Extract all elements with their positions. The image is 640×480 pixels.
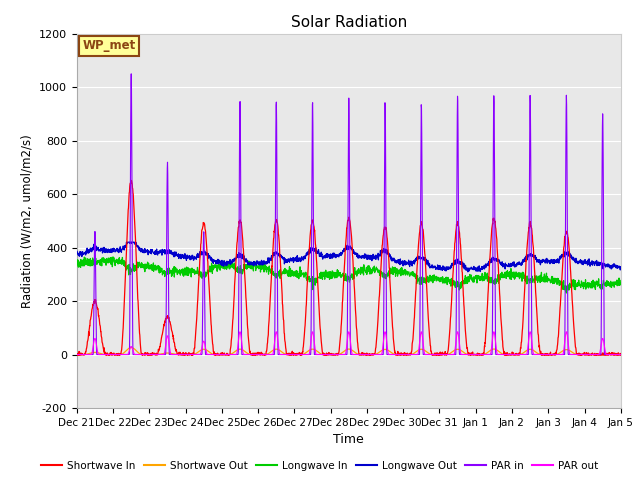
Title: Solar Radiation: Solar Radiation xyxy=(291,15,407,30)
Text: WP_met: WP_met xyxy=(82,39,136,52)
Y-axis label: Radiation (W/m2, umol/m2/s): Radiation (W/m2, umol/m2/s) xyxy=(20,134,33,308)
Legend: Shortwave In, Shortwave Out, Longwave In, Longwave Out, PAR in, PAR out: Shortwave In, Shortwave Out, Longwave In… xyxy=(37,456,603,475)
X-axis label: Time: Time xyxy=(333,433,364,446)
